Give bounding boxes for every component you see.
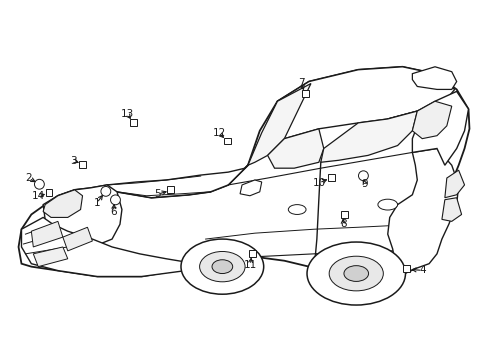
Polygon shape [244, 67, 454, 168]
Ellipse shape [181, 239, 263, 294]
Polygon shape [43, 190, 82, 217]
Text: 10: 10 [312, 178, 325, 188]
Bar [249, 250, 256, 257]
Polygon shape [444, 170, 464, 198]
Polygon shape [90, 168, 244, 198]
Bar [79, 161, 86, 168]
Bar [45, 189, 52, 196]
Polygon shape [411, 67, 456, 89]
Bar [130, 119, 137, 126]
Text: 2: 2 [25, 173, 32, 183]
Bar [302, 90, 308, 97]
Polygon shape [21, 217, 195, 276]
Ellipse shape [328, 256, 383, 291]
Polygon shape [387, 91, 468, 165]
Polygon shape [411, 101, 451, 139]
Text: 14: 14 [32, 191, 45, 201]
Polygon shape [441, 198, 461, 221]
Polygon shape [31, 221, 63, 247]
Text: 3: 3 [70, 156, 77, 166]
Circle shape [101, 186, 111, 196]
Ellipse shape [306, 242, 405, 305]
Bar [224, 138, 230, 144]
Polygon shape [267, 129, 323, 168]
Polygon shape [240, 180, 261, 196]
Text: 9: 9 [361, 179, 367, 189]
Ellipse shape [199, 252, 244, 282]
Bar [167, 186, 174, 193]
Text: 7: 7 [297, 77, 304, 87]
Polygon shape [43, 185, 122, 247]
Polygon shape [320, 111, 416, 162]
Circle shape [35, 179, 44, 189]
Polygon shape [33, 247, 68, 267]
Text: 13: 13 [121, 109, 134, 120]
Polygon shape [247, 84, 310, 165]
Text: 1: 1 [93, 198, 100, 208]
Ellipse shape [377, 199, 397, 210]
Circle shape [358, 171, 367, 181]
Bar [340, 211, 347, 218]
Text: 12: 12 [212, 128, 225, 138]
Ellipse shape [212, 260, 232, 274]
Bar [327, 174, 334, 181]
Polygon shape [63, 227, 92, 251]
Ellipse shape [343, 266, 368, 282]
Text: 5: 5 [154, 189, 161, 199]
Text: 8: 8 [339, 219, 346, 229]
Polygon shape [19, 67, 468, 280]
Bar [402, 265, 409, 272]
Text: 6: 6 [110, 207, 117, 217]
Polygon shape [387, 148, 458, 276]
Ellipse shape [288, 204, 305, 215]
Text: 4: 4 [419, 265, 425, 275]
Text: 11: 11 [243, 260, 256, 270]
Circle shape [110, 195, 120, 205]
